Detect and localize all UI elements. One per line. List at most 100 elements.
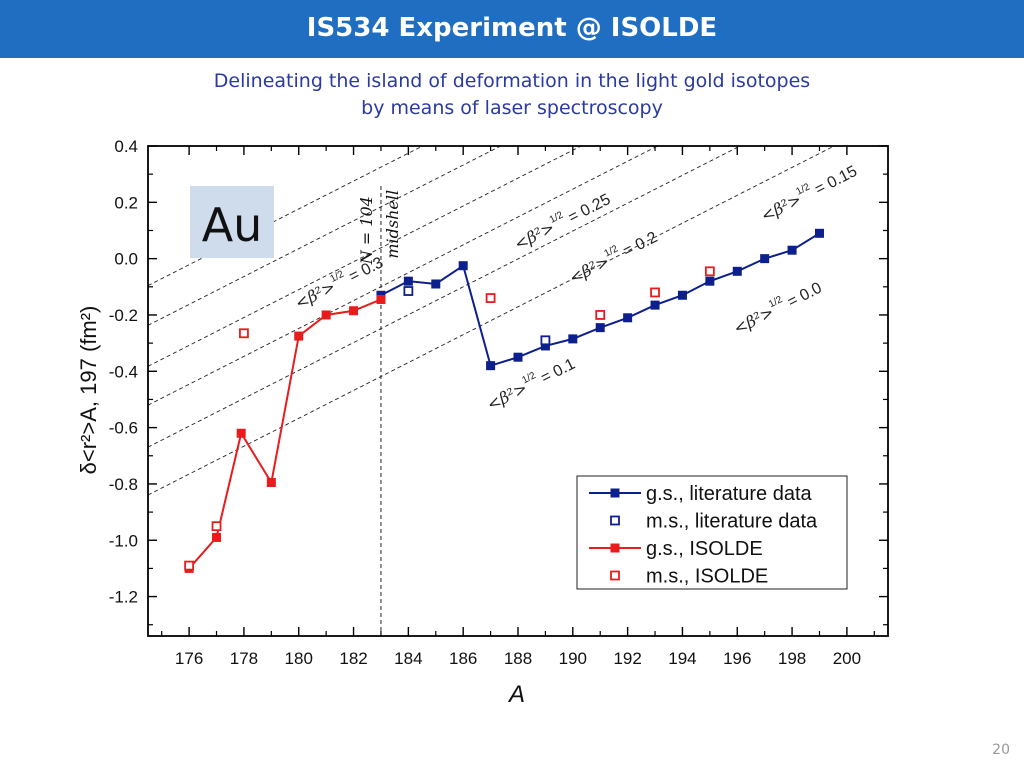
slide-title: IS534 Experiment @ ISOLDE [306,13,718,43]
midshell-label: N = 104 [357,196,376,265]
subtitle-line-1: Delineating the island of deformation in… [213,70,811,92]
data-point [294,331,304,341]
x-tick-label: 192 [613,649,641,668]
data-point [376,294,386,304]
data-point [236,428,246,438]
legend-marker-open [610,570,620,581]
data-point [814,228,824,238]
deformation-label-text: = 0.25 [566,191,614,227]
data-point [705,276,715,286]
subtitle-line-2: by means of laser spectroscopy [361,97,663,119]
x-tick-label: 182 [339,649,367,668]
data-point-open [403,286,414,296]
data-point [431,279,441,289]
data-point [623,313,633,323]
legend-marker-open [610,515,620,526]
half-exponent: 1/2 [794,181,812,197]
data-point-open [239,328,249,339]
deformation-label-text: = 0.15 [812,163,860,199]
page-number: 20 [992,742,1010,758]
legend-label: g.s., ISOLDE [646,538,763,560]
data-point [403,276,413,286]
x-axis-title: A [507,681,525,708]
midshell-sublabel: midshell [383,190,402,259]
data-point [540,341,550,351]
deformation-line [148,146,659,406]
data-point-open [595,310,606,320]
legend-marker [610,488,620,498]
half-exponent: 1/2 [767,294,785,310]
deformation-label: <β²>1/2 = 0.0 [730,280,825,339]
legend-marker [610,543,620,553]
half-exponent: 1/2 [328,269,346,285]
deformation-label: <β²>1/2 = 0.25 [511,191,614,254]
x-tick-label: 194 [668,649,696,668]
legend-label: m.s., ISOLDE [646,566,768,588]
y-tick-label: -1.2 [109,588,138,607]
y-tick-label: -0.2 [109,306,138,325]
data-point [321,310,331,320]
y-axis-title-text: δ<r²>A, 197 (fm²) [76,306,101,475]
element-box [190,186,274,258]
half-exponent: 1/2 [548,210,566,226]
x-tick-label: 190 [559,649,587,668]
deformation-line [148,146,583,367]
deformation-label-text: = 0.1 [538,356,578,388]
x-tick-label: 198 [778,649,806,668]
y-tick-label: -0.4 [109,362,138,381]
deformation-label-text: = 0.2 [620,229,660,261]
x-tick-label: 178 [230,649,258,668]
data-point-open [704,266,715,277]
x-tick-label: 184 [394,649,422,668]
series-line [188,298,382,570]
data-point [677,290,687,300]
legend-label: m.s., literature data [646,511,818,533]
slide-subtitle: Delineating the island of deformation in… [0,68,1024,122]
data-point [349,306,359,316]
data-point [650,300,660,310]
y-axis-title: δ<r²>A, 197 (fm²) [76,306,101,475]
midshell-n-text: N = 104 [357,196,376,265]
data-point [266,478,276,488]
data-point [760,254,770,264]
x-tick-label: 188 [504,649,532,668]
deformation-line [148,146,836,496]
midshell-text: midshell [383,190,402,259]
element-label: Au [202,198,263,252]
deformation-line [148,146,502,326]
data-point [486,361,496,371]
x-tick-label: 200 [833,649,861,668]
y-tick-label: 0.2 [114,193,138,212]
data-point-open [184,560,195,571]
data-point-open [485,293,496,303]
data-point-open [540,335,551,346]
data-point [732,266,742,276]
deformation-label: <β²>1/2 = 0.1 [484,356,578,415]
deformation-label: <β²>1/2 = 0.2 [566,229,660,288]
deformation-label-text: = 0.0 [785,280,825,312]
data-point [787,245,797,255]
data-point [458,261,468,271]
data-point [212,532,222,542]
legend [576,475,848,590]
y-tick-label: -1.0 [109,531,138,550]
y-tick-label: -0.8 [109,475,138,494]
deformation-line [148,146,742,448]
y-tick-label: -0.6 [109,419,138,438]
x-tick-label: 186 [449,649,477,668]
data-point [595,323,605,333]
half-exponent: 1/2 [520,370,538,386]
data-point-open [650,287,660,298]
y-tick-label: 0.0 [114,250,138,269]
data-point-open [211,521,222,532]
deformation-label: <β²>1/2 = 0.15 [758,163,860,226]
legend-label: g.s., literature data [646,483,813,505]
y-tick-label: 0.4 [114,137,138,156]
x-tick-label: 180 [285,649,313,668]
title-bar [0,0,1024,58]
data-point [513,352,523,362]
x-tick-label: 196 [723,649,751,668]
half-exponent: 1/2 [603,243,621,259]
data-point [568,334,578,344]
